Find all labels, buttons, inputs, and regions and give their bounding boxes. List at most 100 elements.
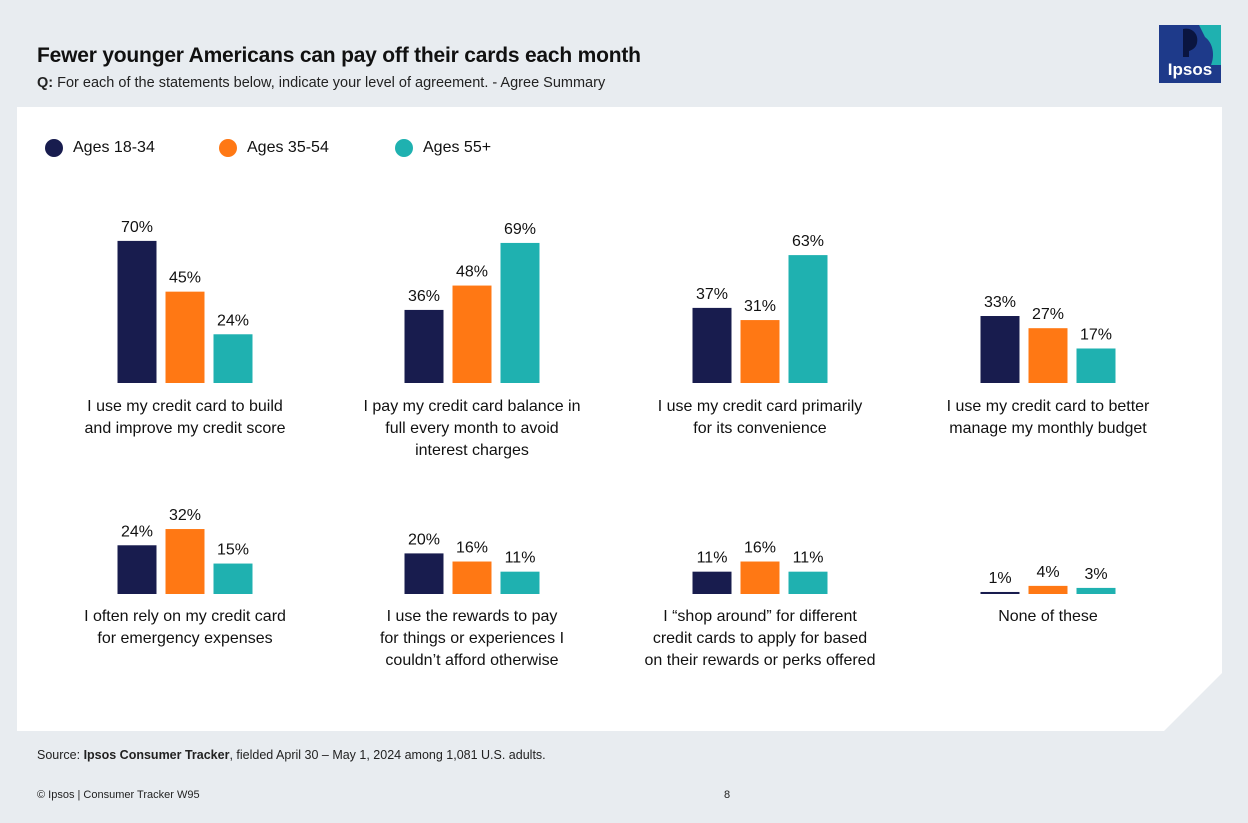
data-label-6-35-54: 16%	[456, 540, 488, 557]
legend-dot-35-54	[219, 139, 237, 157]
bar-1-55-plus	[213, 334, 253, 383]
question-subtitle: Q: For each of the statements below, ind…	[37, 75, 605, 91]
data-label-7-55-plus: 11%	[793, 550, 824, 567]
bar-group-8: 1% 4% 3%	[968, 394, 1128, 594]
legend-dot-18-34	[45, 139, 63, 157]
source-prefix: Source:	[37, 748, 84, 762]
data-label-2-55-plus: 69%	[504, 221, 536, 238]
bar-group-4: 33% 27% 17%	[968, 183, 1128, 383]
data-label-4-18-34: 33%	[984, 294, 1016, 311]
category-label-2: I pay my credit card balance in full ever…	[322, 396, 622, 462]
page-number: 8	[724, 789, 731, 801]
bar-7-55-plus	[788, 571, 828, 594]
bar-group-3: 37% 31% 63%	[680, 183, 840, 383]
bar-5-55-plus	[213, 563, 253, 594]
bar-group-svg-4: 33% 27% 17%	[980, 294, 1116, 383]
source-name: Ipsos Consumer Tracker	[83, 748, 230, 762]
bar-group-svg-8: 1% 4% 3%	[980, 564, 1116, 594]
category-label-line: for emergency expenses	[97, 630, 273, 647]
category-label-line: and improve my credit score	[84, 420, 286, 437]
bar-8-18-34	[980, 591, 1020, 594]
category-label-line: I “shop around” for different	[663, 608, 857, 625]
bar-2-55-plus	[500, 242, 540, 383]
legend-label-35-54: Ages 35-54	[247, 139, 329, 156]
bar-group-svg-6: 20% 16% 11%	[404, 531, 540, 594]
bar-8-55-plus	[1076, 587, 1116, 594]
bar-2-35-54	[452, 285, 492, 383]
data-label-3-35-54: 31%	[744, 298, 776, 315]
bar-1-35-54	[165, 291, 205, 383]
category-label-line: full every month to avoid	[385, 420, 559, 437]
logo-text: Ipsos	[1168, 60, 1212, 79]
bar-4-55-plus	[1076, 348, 1116, 383]
category-label-line: on their rewards or perks offered	[644, 652, 876, 669]
data-label-7-18-34: 11%	[697, 550, 728, 567]
category-label-line: I use my credit card to better	[946, 398, 1150, 415]
bar-5-18-34	[117, 545, 157, 594]
data-label-5-55-plus: 15%	[217, 542, 249, 559]
bar-group-svg-7: 11% 16% 11%	[692, 540, 828, 594]
bar-5-35-54	[165, 529, 205, 594]
bar-group-2: 36% 48% 69%	[392, 183, 552, 383]
category-label-line: manage my monthly budget	[949, 420, 1147, 437]
category-label-4: I use my credit card to better manage my …	[898, 396, 1198, 440]
data-label-5-18-34: 24%	[121, 523, 153, 540]
data-label-8-55-plus: 3%	[1084, 566, 1107, 583]
category-label-6: I use the rewards to pay for things or ex…	[322, 606, 622, 672]
data-label-1-18-34: 70%	[121, 219, 153, 236]
category-label-line: I pay my credit card balance in	[363, 398, 581, 415]
bar-4-35-54	[1028, 328, 1068, 383]
logo-head-silhouette	[1183, 28, 1198, 57]
category-label-5: I often rely on my credit card for emerge…	[35, 606, 335, 650]
bar-8-35-54	[1028, 585, 1068, 594]
data-label-7-35-54: 16%	[744, 540, 776, 557]
logo-accent-shape	[1199, 25, 1221, 65]
question-prefix: Q:	[37, 75, 54, 91]
category-label-8: None of these	[898, 606, 1198, 628]
category-label-7: I “shop around” for different credit card…	[610, 606, 910, 672]
bar-group-svg-1: 70% 45% 24%	[117, 219, 253, 383]
data-label-8-18-34: 1%	[988, 570, 1011, 587]
data-label-5-35-54: 32%	[169, 507, 201, 524]
category-label-line: for its convenience	[693, 420, 827, 437]
legend-item-35-54: Ages 35-54	[219, 138, 329, 158]
page-title: Fewer younger Americans can pay off thei…	[37, 44, 641, 67]
panel-background	[17, 107, 1222, 731]
category-label-line: I often rely on my credit card	[84, 608, 286, 625]
category-label-line: None of these	[998, 608, 1098, 625]
bar-3-55-plus	[788, 255, 828, 383]
category-label-line: credit cards to apply for based	[652, 630, 868, 647]
legend-label-55-plus: Ages 55+	[423, 139, 492, 156]
bar-group-7: 11% 16% 11%	[680, 394, 840, 594]
bar-group-svg-2: 36% 48% 69%	[404, 221, 540, 383]
bar-6-35-54	[452, 561, 492, 594]
bar-group-5: 24% 32% 15%	[105, 394, 265, 594]
data-label-3-18-34: 37%	[696, 286, 728, 303]
panel-shape	[17, 107, 1222, 731]
data-label-1-35-54: 45%	[169, 270, 201, 287]
bar-group-1: 70% 45% 24%	[105, 183, 265, 383]
bar-6-18-34	[404, 553, 444, 594]
data-label-3-55-plus: 63%	[792, 233, 824, 250]
ipsos-logo-icon: Ipsos	[1159, 25, 1221, 83]
bar-1-18-34	[117, 240, 157, 383]
data-label-2-18-34: 36%	[408, 288, 440, 305]
category-label-line: for things or experiences I	[379, 630, 565, 647]
legend-item-55-plus: Ages 55+	[395, 138, 491, 158]
bar-group-svg-3: 37% 31% 63%	[692, 233, 828, 383]
data-label-2-35-54: 48%	[456, 264, 488, 281]
bar-6-55-plus	[500, 571, 540, 594]
bar-7-18-34	[692, 571, 732, 594]
chart-panel	[17, 107, 1222, 731]
legend-item-18-34: Ages 18-34	[45, 138, 155, 158]
data-label-6-55-plus: 11%	[505, 550, 536, 567]
data-label-1-55-plus: 24%	[217, 312, 249, 329]
legend-dot-55-plus	[395, 139, 413, 157]
copyright: © Ipsos | Consumer Tracker W95	[37, 789, 200, 801]
bar-2-18-34	[404, 309, 444, 383]
legend-label-18-34: Ages 18-34	[73, 139, 155, 156]
bar-7-35-54	[740, 561, 780, 594]
bar-4-18-34	[980, 316, 1020, 383]
category-label-1: I use my credit card to build and improve…	[35, 396, 335, 440]
data-label-6-18-34: 20%	[408, 531, 440, 548]
